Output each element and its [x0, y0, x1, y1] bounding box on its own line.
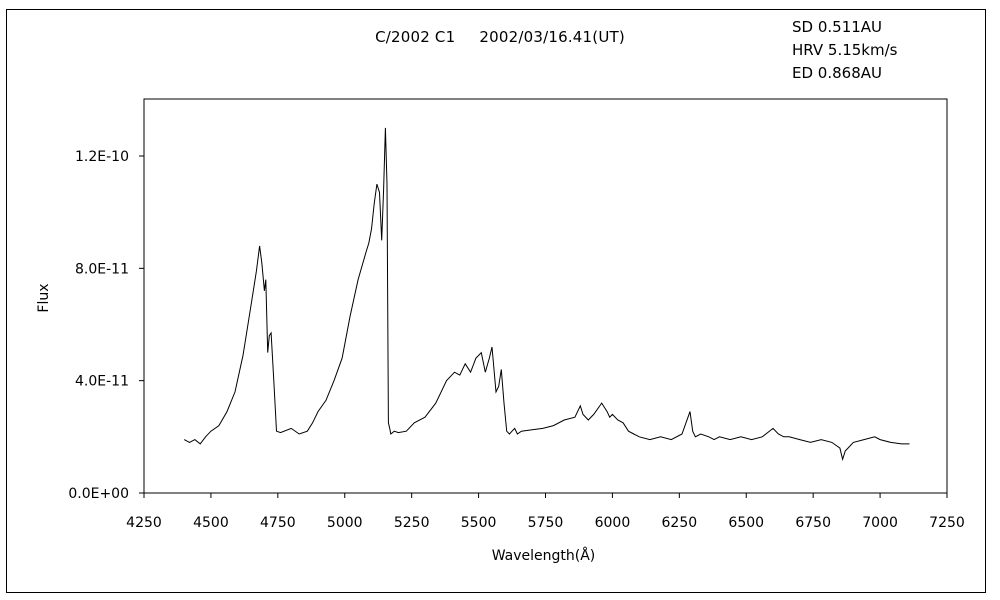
x-tick-label: 4250 — [126, 515, 162, 531]
x-axis: 4250 4500 4750 5000 5250 5500 5750 6000 6250 6500… — [126, 493, 965, 531]
plot-area — [143, 98, 948, 494]
heliocentric-radial-velocity: HRV 5.15km/s — [792, 41, 898, 59]
sun-distance: SD 0.511AU — [792, 18, 883, 36]
x-tick-label: 7250 — [929, 515, 965, 531]
y-tick-label: 8.0E-11 — [75, 261, 129, 277]
info-block: SD 0.511AU HRV 5.15km/s ED 0.868AU — [792, 16, 897, 85]
observation-date: 2002/03/16.41(UT) — [479, 28, 625, 46]
x-tick-label: 5750 — [528, 515, 564, 531]
x-tick-label: 4750 — [260, 515, 296, 531]
chart-frame — [6, 9, 986, 593]
x-tick-label: 6500 — [728, 515, 764, 531]
x-tick-label: 6750 — [795, 515, 831, 531]
y-tick-label: 1.2E-10 — [75, 149, 129, 165]
x-tick-label: 6250 — [662, 515, 698, 531]
y-tick-label: 0.0E+00 — [68, 486, 129, 502]
x-tick-label: 5250 — [394, 515, 430, 531]
x-tick-label: 5000 — [327, 515, 363, 531]
x-tick-label: 5500 — [461, 515, 497, 531]
y-tick-label: 4.0E-11 — [75, 374, 129, 390]
flux-series-line — [183, 127, 910, 462]
y-axis-title: Flux — [36, 283, 52, 312]
object-name: C/2002 C1 — [375, 28, 456, 46]
x-tick-label: 4500 — [193, 515, 229, 531]
chart-title: C/2002 C1 2002/03/16.41(UT) — [0, 28, 1000, 46]
x-tick-label: 7000 — [862, 515, 898, 531]
x-axis-title: Wavelength(Å) — [492, 547, 596, 564]
x-tick-label: 6000 — [595, 515, 631, 531]
y-axis: 0.0E+00 4.0E-11 8.0E-11 1.2E-10 — [68, 149, 144, 502]
earth-distance: ED 0.868AU — [792, 64, 882, 82]
